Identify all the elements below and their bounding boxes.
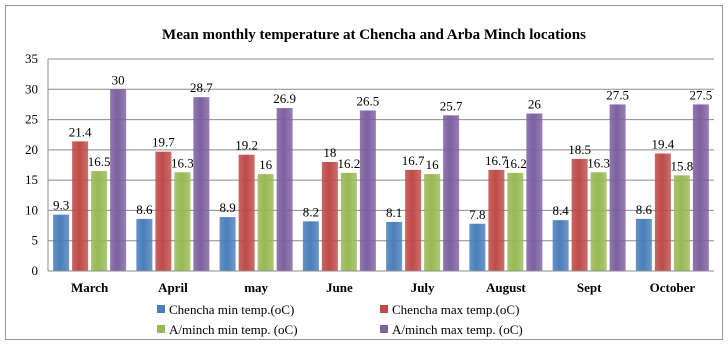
- data-label: 16.7: [485, 153, 508, 168]
- bar: [590, 172, 607, 271]
- bar: [359, 110, 376, 271]
- data-label: 8.6: [636, 202, 653, 217]
- data-label: 26: [528, 97, 542, 112]
- bar: [72, 141, 89, 271]
- bar: [469, 223, 486, 271]
- bar: [53, 214, 70, 271]
- bar: [507, 172, 524, 271]
- bar: [654, 153, 671, 271]
- bar: [302, 221, 319, 271]
- legend-entry: Chencha min temp.(oC): [169, 302, 294, 317]
- bar: [673, 175, 690, 271]
- y-tick-label: 35: [25, 51, 38, 66]
- data-label: 30: [112, 72, 125, 87]
- data-label: 7.8: [469, 207, 485, 222]
- data-label: 8.9: [220, 200, 236, 215]
- data-label: 16.2: [504, 156, 527, 171]
- legend: Chencha min temp.(oC) Chencha max temp.(o…: [157, 302, 523, 337]
- bar: [443, 115, 460, 272]
- legend-entry: Chencha max temp.(oC): [392, 302, 519, 317]
- bars: 9.321.416.5308.619.716.328.78.919.21626.…: [53, 72, 713, 272]
- legend-entry: A/minch max temp. (oC): [392, 322, 523, 337]
- data-label: 19.7: [152, 135, 175, 150]
- bar: [238, 154, 255, 271]
- bar: [635, 218, 652, 271]
- bar: [155, 151, 172, 271]
- bar: [257, 174, 274, 271]
- data-label: 19.2: [235, 138, 258, 153]
- data-label: 16.7: [402, 153, 425, 168]
- data-label: 27.5: [690, 87, 713, 102]
- data-label: 26.9: [273, 91, 296, 106]
- bar: [321, 161, 338, 271]
- data-label: 19.4: [652, 136, 675, 151]
- data-label: 9.3: [53, 198, 69, 213]
- data-label: 8.6: [136, 202, 153, 217]
- chart-frame: [5, 5, 723, 340]
- legend-swatch: [380, 305, 388, 313]
- data-label: 8.1: [386, 205, 402, 220]
- bar: [193, 97, 210, 271]
- data-label: 18.5: [568, 142, 591, 157]
- bar: [526, 113, 543, 271]
- data-label: 16: [259, 157, 273, 172]
- x-tick-label: June: [326, 280, 353, 295]
- legend-swatch: [157, 305, 165, 313]
- y-tick-label: 30: [25, 81, 38, 96]
- bar: [609, 104, 626, 271]
- x-tick-label: July: [411, 280, 435, 295]
- x-tick-label: may: [244, 280, 268, 295]
- bar: [386, 221, 403, 271]
- bar: [136, 218, 153, 271]
- data-label: 18: [323, 145, 336, 160]
- legend-entry: A/minch min temp. (oC): [169, 322, 298, 337]
- data-label: 16: [426, 157, 440, 172]
- data-label: 28.7: [190, 80, 213, 95]
- data-label: 15.8: [671, 158, 694, 173]
- x-tick-label: August: [486, 280, 526, 295]
- bar: [219, 217, 236, 271]
- bar: [276, 108, 293, 271]
- data-label: 16.5: [88, 154, 111, 169]
- x-tick-label: April: [158, 280, 188, 295]
- x-tick-label: March: [71, 280, 109, 295]
- x-tick-label: Sept: [577, 280, 602, 295]
- data-label: 16.3: [587, 155, 610, 170]
- legend-swatch: [157, 325, 165, 333]
- y-tick-label: 5: [32, 233, 39, 248]
- bar: [91, 171, 108, 271]
- bar: [174, 172, 191, 271]
- data-label: 8.4: [553, 203, 570, 218]
- data-label: 25.7: [440, 98, 463, 113]
- y-tick-label: 20: [25, 142, 38, 157]
- bar: [692, 104, 709, 271]
- data-label: 8.2: [303, 204, 319, 219]
- legend-swatch: [380, 325, 388, 333]
- bar: [571, 158, 588, 271]
- chart-title: Mean monthly temperature at Chencha and …: [162, 27, 586, 43]
- bar: [110, 89, 127, 272]
- bar: [552, 220, 569, 271]
- y-tick-label: 10: [25, 202, 38, 217]
- bar: [424, 174, 441, 271]
- bar: [488, 169, 505, 271]
- bar: [340, 172, 357, 271]
- y-axis: 0 5 10 15 20 25 30 35: [25, 51, 49, 278]
- data-label: 26.5: [357, 93, 380, 108]
- data-label: 16.3: [171, 155, 194, 170]
- data-label: 16.2: [338, 156, 361, 171]
- y-tick-label: 0: [32, 263, 39, 278]
- x-axis: March April may June July August Sept October: [48, 270, 714, 295]
- y-tick-label: 15: [25, 172, 38, 187]
- x-tick-label: October: [650, 280, 696, 295]
- data-label: 21.4: [69, 124, 92, 139]
- y-tick-label: 25: [25, 112, 38, 127]
- data-label: 27.5: [606, 87, 629, 102]
- bar: [405, 169, 422, 271]
